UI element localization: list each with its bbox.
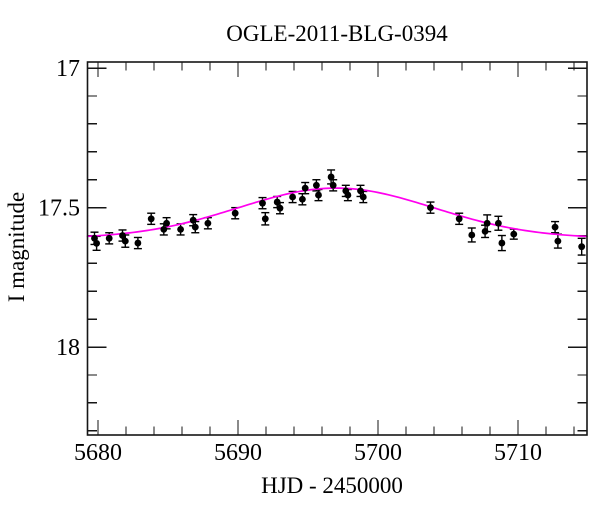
data-point bbox=[551, 223, 559, 231]
data-point bbox=[483, 219, 491, 227]
data-point bbox=[312, 181, 320, 189]
data-point bbox=[134, 239, 142, 247]
data-point bbox=[231, 209, 239, 217]
axis-ticks bbox=[87, 62, 587, 435]
data-point bbox=[204, 219, 212, 227]
data-point bbox=[259, 199, 266, 207]
data-point bbox=[315, 191, 322, 199]
error-bars bbox=[90, 169, 586, 256]
x-tick-label: 5710 bbox=[494, 440, 542, 466]
data-point bbox=[344, 191, 352, 199]
data-point bbox=[359, 193, 367, 201]
data-point bbox=[273, 198, 281, 206]
data-point bbox=[121, 237, 129, 245]
data-point bbox=[498, 239, 506, 247]
y-axis-label: I magnitude bbox=[4, 192, 29, 303]
data-point bbox=[481, 227, 489, 235]
x-tick-label: 5690 bbox=[214, 440, 262, 466]
y-tick-label: 17.5 bbox=[38, 196, 80, 222]
data-points-layer bbox=[91, 173, 586, 251]
y-tick-label: 17 bbox=[56, 56, 80, 82]
data-point bbox=[427, 204, 434, 212]
data-point bbox=[357, 187, 364, 195]
plot-frame bbox=[86, 61, 588, 436]
tick-labels: 5680 5690 5700 5710 17 17.5 18 bbox=[38, 56, 542, 466]
data-point bbox=[119, 232, 126, 239]
data-point bbox=[301, 184, 309, 192]
x-axis-label: HJD - 2450000 bbox=[261, 473, 403, 498]
model-curve-layer bbox=[86, 187, 588, 238]
data-point bbox=[160, 225, 168, 233]
data-point bbox=[105, 234, 113, 242]
data-point bbox=[578, 243, 586, 251]
data-point bbox=[494, 219, 502, 227]
x-tick-label: 5680 bbox=[74, 440, 122, 466]
data-point bbox=[510, 230, 518, 238]
data-point bbox=[298, 195, 306, 203]
data-point bbox=[189, 216, 197, 224]
x-tick-label: 5700 bbox=[354, 440, 402, 466]
data-point bbox=[163, 219, 170, 227]
data-point bbox=[329, 181, 337, 189]
data-point bbox=[93, 239, 100, 247]
model-curve bbox=[86, 187, 588, 238]
data-point bbox=[177, 225, 184, 233]
data-point bbox=[455, 215, 463, 223]
data-point bbox=[261, 215, 269, 223]
data-point bbox=[327, 173, 335, 181]
data-point bbox=[191, 223, 199, 231]
chart-title: OGLE-2011-BLG-0394 bbox=[226, 21, 448, 46]
data-point bbox=[468, 231, 476, 239]
data-point bbox=[276, 204, 284, 212]
data-point bbox=[554, 237, 562, 245]
data-point bbox=[147, 215, 155, 223]
y-tick-label: 18 bbox=[56, 335, 80, 361]
data-point bbox=[289, 193, 296, 201]
